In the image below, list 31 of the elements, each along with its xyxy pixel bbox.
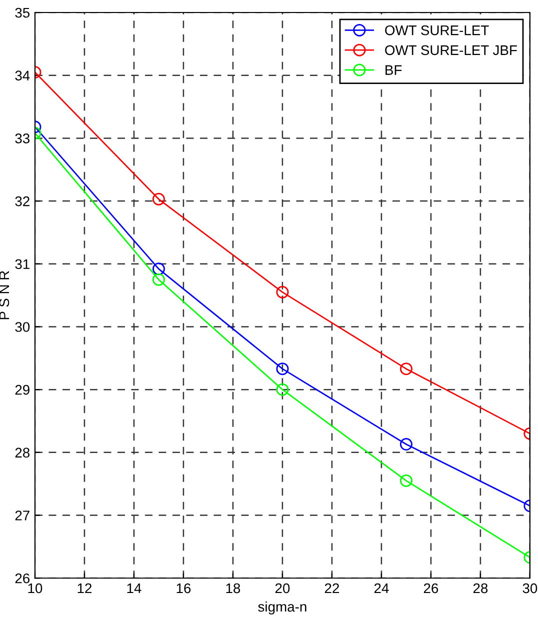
- y-tick-label: 32: [15, 196, 30, 206]
- x-tick-label: 12: [78, 583, 92, 594]
- point: [276, 362, 289, 376]
- x-tick-label: 16: [176, 583, 191, 594]
- legend-label: BF: [386, 65, 402, 75]
- x-tick-label: 18: [226, 583, 240, 594]
- legend-label: OWT SURE-LET: [385, 25, 489, 36]
- x-tick-label: 30: [522, 583, 538, 594]
- y-tick-label: 33: [15, 134, 30, 144]
- x-tick-label: 22: [324, 583, 339, 594]
- legend-label: OWT SURE-LET JBF: [385, 45, 517, 56]
- y-tick-label: 27: [15, 510, 30, 520]
- y-tick-label: 35: [15, 8, 30, 18]
- x-axis-title: sigma-n: [258, 601, 306, 614]
- y-tick-label: 28: [15, 448, 30, 458]
- x-tick-label: 26: [424, 583, 438, 594]
- y-tick-label: 34: [15, 70, 30, 81]
- y-tick-label: 29: [15, 384, 30, 395]
- x-tick-label: 20: [275, 583, 290, 594]
- point: [276, 286, 289, 298]
- point: [400, 438, 412, 451]
- point: [400, 474, 412, 487]
- x-tick-label: 28: [473, 583, 488, 594]
- x-tick-label: 10: [28, 583, 42, 594]
- point: [400, 362, 412, 376]
- y-tick-label: 31: [15, 259, 30, 270]
- y-tick-label: 30: [15, 322, 30, 332]
- y-tick-label: 26: [15, 573, 30, 584]
- point: [276, 383, 289, 396]
- x-tick-label: 24: [374, 583, 389, 594]
- x-tick-label: 14: [127, 583, 142, 594]
